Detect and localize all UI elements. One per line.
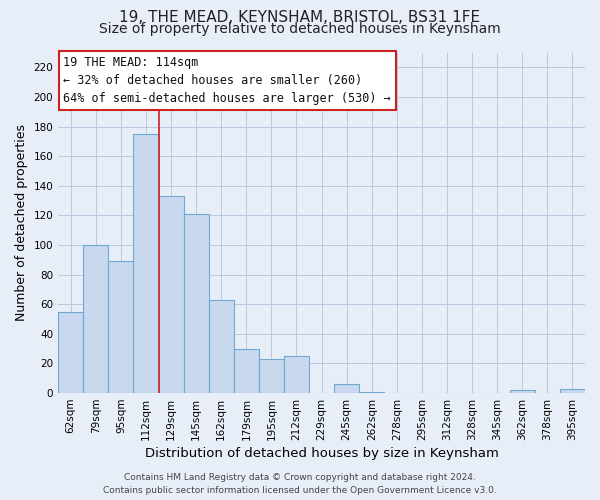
Bar (209, 300, 234, 393)
Bar (184, 214, 209, 393)
Bar (284, 356, 309, 393)
Bar (334, 384, 359, 393)
Bar (259, 359, 284, 393)
Y-axis label: Number of detached properties: Number of detached properties (15, 124, 28, 322)
Bar (560, 388, 585, 393)
Text: Contains HM Land Registry data © Crown copyright and database right 2024.
Contai: Contains HM Land Registry data © Crown c… (103, 474, 497, 495)
Bar (234, 348, 259, 393)
Bar (133, 134, 158, 393)
Bar (58, 312, 83, 393)
Bar (83, 245, 109, 393)
Text: 19, THE MEAD, KEYNSHAM, BRISTOL, BS31 1FE: 19, THE MEAD, KEYNSHAM, BRISTOL, BS31 1F… (119, 10, 481, 25)
Bar (158, 196, 184, 393)
Bar (359, 392, 385, 393)
Bar (510, 390, 535, 393)
Bar (109, 262, 133, 393)
X-axis label: Distribution of detached houses by size in Keynsham: Distribution of detached houses by size … (145, 447, 499, 460)
Text: 19 THE MEAD: 114sqm
← 32% of detached houses are smaller (260)
64% of semi-detac: 19 THE MEAD: 114sqm ← 32% of detached ho… (64, 56, 391, 105)
Text: Size of property relative to detached houses in Keynsham: Size of property relative to detached ho… (99, 22, 501, 36)
